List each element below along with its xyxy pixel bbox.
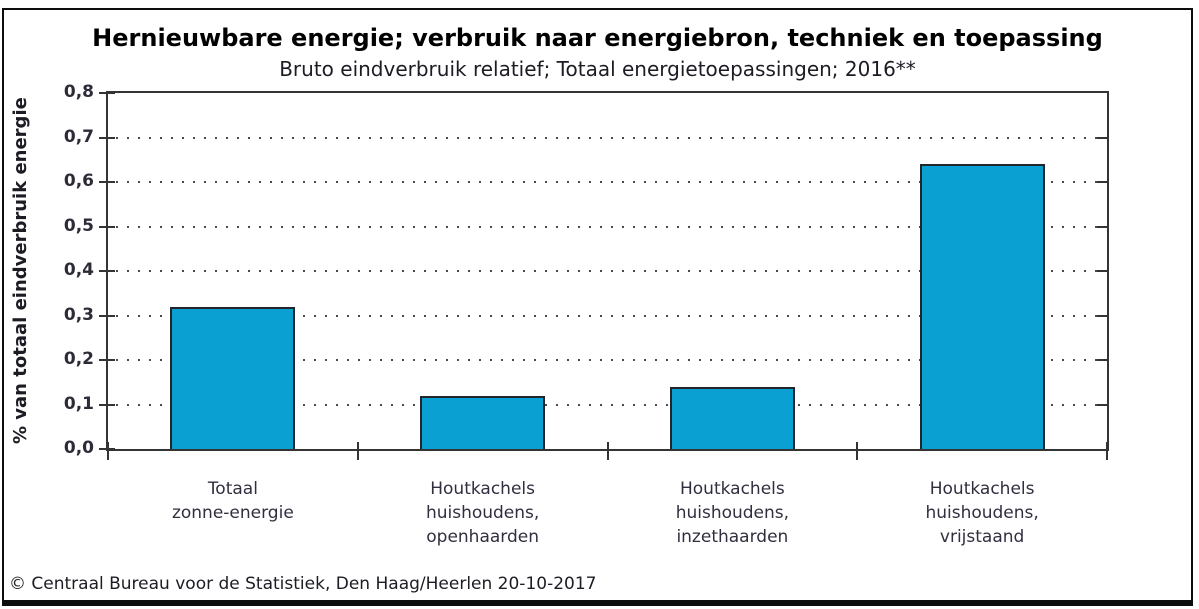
y-axis-tick-right [1097,359,1107,361]
y-tick-label: 0,7 [63,126,94,147]
category-line: inzethaarden [676,527,789,547]
x-axis-tick [606,442,609,460]
gridline [116,403,1105,406]
y-tick-label: 0,2 [63,349,94,369]
category-line: huishoudens, [675,503,790,523]
x-axis-tick [1106,442,1108,460]
bar [669,387,795,449]
y-tick-label: 0,5 [63,215,94,236]
gridline [116,270,1105,272]
bar [919,164,1045,449]
chart-subtitle: Bruto eindverbruik relatief; Totaal ener… [279,57,916,81]
y-tick-label: 0,0 [63,438,94,458]
y-tick-label: 0,8 [63,82,94,102]
category-line: huishoudens, [925,503,1039,523]
y-axis-tick-right [1097,270,1107,272]
y-axis-tick [99,225,115,228]
category-label: Houtkachels huishoudens, inzethaarden [608,477,857,549]
gridline [116,136,1105,139]
gridline [116,314,1105,317]
y-tick-label: 0,6 [63,171,94,191]
bar [170,307,296,449]
y-tick-label: 0,3 [63,304,94,325]
y-axis-tick-right [1097,136,1107,139]
category-line: huishoudens, [425,503,540,523]
y-axis-tick-right [1097,181,1107,183]
x-axis-tick [107,442,109,460]
x-axis-tick [356,442,359,460]
category-line: Houtkachels [430,479,535,499]
y-axis-tick [99,181,115,183]
chart-frame: Hernieuwbare energie; verbruik naar ener… [2,8,1193,606]
y-axis-tick [99,136,115,139]
y-tick-label: 0,4 [63,260,94,280]
chart-title: Hernieuwbare energie; verbruik naar ener… [92,24,1103,52]
category-label: Houtkachels huishoudens, openhaarden [358,477,607,549]
y-axis-tick-right [1097,403,1107,406]
category-line: vrijstaand [939,527,1025,547]
x-axis-tick [856,442,859,460]
y-axis-tick [99,92,115,94]
y-axis-tick [99,270,115,272]
y-axis-tick [99,359,115,361]
bar [420,396,546,449]
gridline [116,181,1105,183]
plot-area: 0,0 0,1 0,2 0,3 0,4 0,5 0,6 0,7 0,8 Totaal zonne-e… [64,82,1109,547]
copyright-footer: © Centraal Bureau voor de Statistiek, De… [9,574,597,594]
y-axis-tick-right [1097,314,1107,317]
gridline [116,225,1105,228]
category-line: Totaal [207,479,258,499]
y-tick-label: 0,1 [63,393,94,414]
gridline [116,359,1105,361]
y-axis-tick [99,403,115,406]
category-line: zonne-energie [171,503,294,523]
y-axis-tick-right [1097,225,1107,228]
y-axis-tick [99,314,115,317]
category-line: Houtkachels [929,479,1035,499]
category-line: Houtkachels [680,479,785,499]
category-line: openhaarden [426,527,539,547]
category-label: Houtkachels huishoudens, vrijstaand [858,477,1107,549]
category-label: Totaal zonne-energie [108,477,357,525]
